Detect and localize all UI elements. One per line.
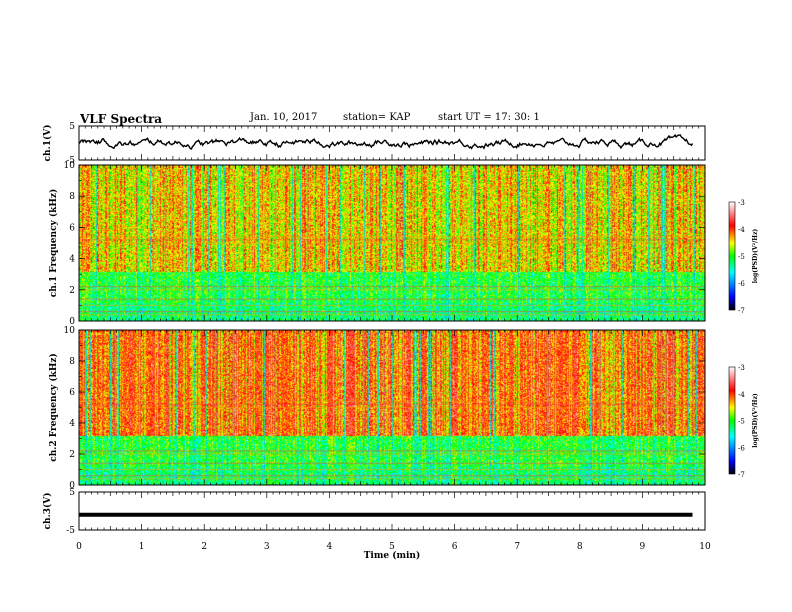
colorbar-ch1-spectrogram bbox=[728, 201, 736, 311]
chart-start-ut: start UT = 17: 30: 1 bbox=[438, 112, 540, 123]
y-axis-label-ch1-waveform: ch.1(V) bbox=[42, 125, 53, 162]
colorbar-tick-label: -6 bbox=[738, 280, 745, 288]
y-tick-label: 8 bbox=[69, 192, 75, 202]
colorbar-ch2-spectrogram bbox=[728, 366, 736, 475]
ch1-waveform-trace bbox=[78, 133, 694, 150]
colorbar-tick-label: -4 bbox=[738, 226, 745, 234]
x-tick-label: 2 bbox=[201, 542, 207, 552]
x-tick-label: 6 bbox=[452, 542, 458, 552]
y-axis-label-ch3-waveform: ch.3(V) bbox=[42, 493, 53, 530]
y-tick-label: 10 bbox=[64, 326, 76, 336]
x-tick-label: 4 bbox=[327, 542, 333, 552]
x-tick-label: 1 bbox=[139, 542, 145, 552]
colorbar-tick-label: -5 bbox=[738, 418, 745, 426]
y-tick-label: -5 bbox=[66, 526, 75, 536]
y-axis-label-ch1-spectrogram: ch.1 Frequency (kHz) bbox=[48, 189, 59, 298]
y-tick-label: 6 bbox=[69, 223, 75, 233]
x-tick-label: 8 bbox=[577, 542, 583, 552]
y-tick-label: 4 bbox=[69, 419, 75, 429]
x-tick-label: 7 bbox=[514, 542, 520, 552]
x-tick-label: 10 bbox=[699, 542, 711, 552]
colorbar-label: log(PSD)(V²/Hz) bbox=[752, 229, 759, 284]
y-tick-label: 4 bbox=[69, 255, 75, 265]
colorbar-label: log(PSD)(V²/Hz) bbox=[752, 393, 759, 448]
y-axis-label-ch2-spectrogram: ch.2 Frequency (kHz) bbox=[48, 353, 59, 462]
colorbar-tick-label: -7 bbox=[738, 471, 745, 479]
x-tick-label: 0 bbox=[76, 542, 82, 552]
y-tick-label: 2 bbox=[69, 450, 75, 460]
chart-title: VLF Spectra bbox=[80, 112, 163, 126]
chart-date: Jan. 10, 2017 bbox=[250, 112, 318, 123]
y-tick-label: 5 bbox=[69, 488, 75, 498]
y-tick-label: 0 bbox=[69, 481, 75, 491]
x-axis-label: Time (min) bbox=[364, 550, 421, 561]
y-tick-label: 5 bbox=[69, 122, 75, 132]
colorbar-tick-label: -7 bbox=[738, 307, 745, 315]
colorbar-tick-label: -3 bbox=[738, 199, 745, 207]
x-tick-label: 5 bbox=[389, 542, 395, 552]
colorbar-tick-label: -4 bbox=[738, 391, 745, 399]
ch2-spectrogram bbox=[79, 330, 705, 485]
x-tick-label: 9 bbox=[640, 542, 646, 552]
y-tick-label: 8 bbox=[69, 357, 75, 367]
y-tick-label: 6 bbox=[69, 388, 75, 398]
ch1-spectrogram bbox=[79, 165, 705, 321]
y-tick-label: -5 bbox=[66, 156, 75, 166]
colorbar-tick-label: -3 bbox=[738, 364, 745, 372]
y-tick-label: 0 bbox=[69, 317, 75, 327]
y-tick-label: 10 bbox=[64, 161, 76, 171]
y-tick-label: 2 bbox=[69, 286, 75, 296]
chart-station: station= KAP bbox=[343, 112, 411, 123]
x-tick-label: 3 bbox=[264, 542, 270, 552]
colorbar-tick-label: -6 bbox=[738, 444, 745, 452]
colorbar-tick-label: -5 bbox=[738, 253, 745, 261]
